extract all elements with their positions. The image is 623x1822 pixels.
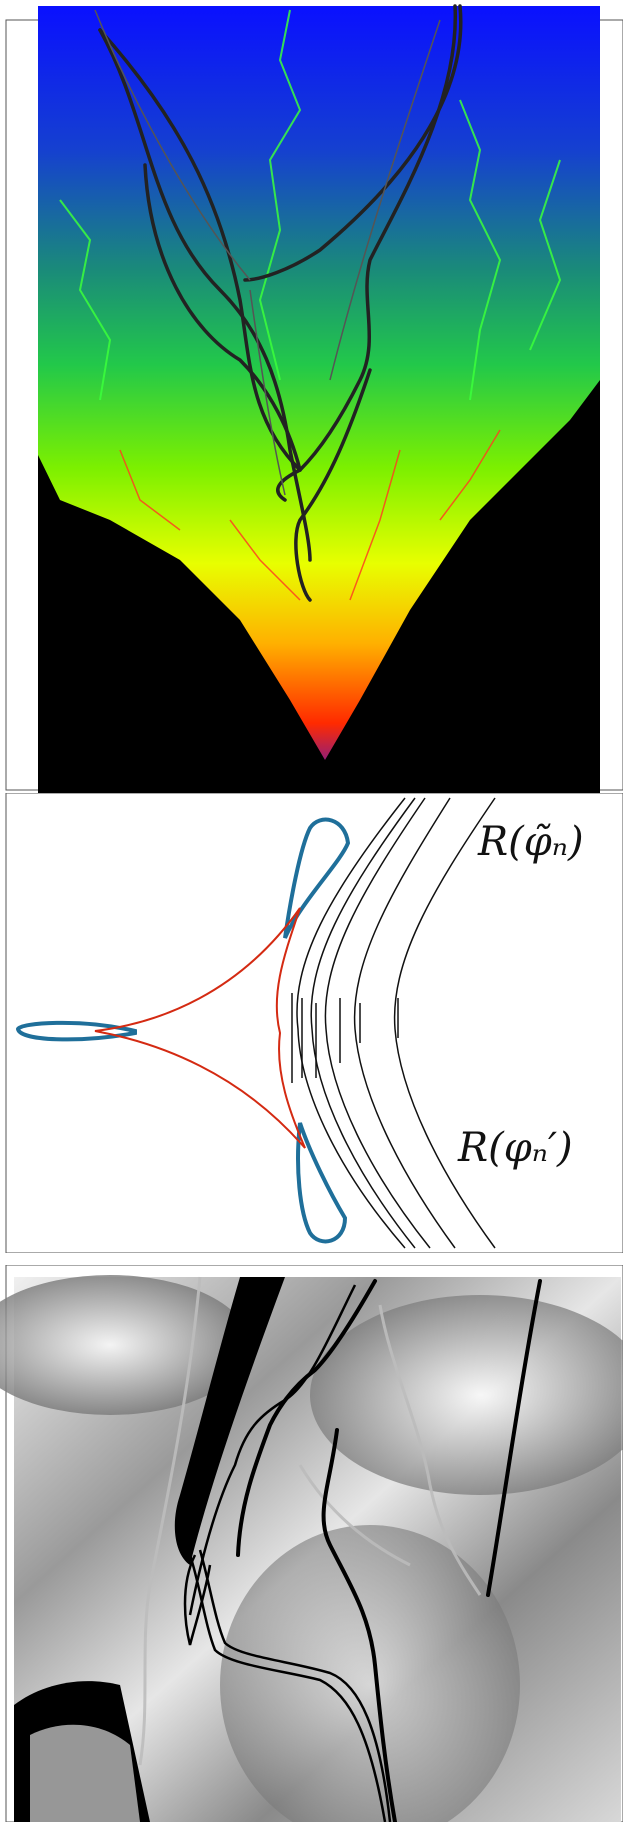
red-hypocycloid xyxy=(94,907,306,1149)
grayscale-filaments xyxy=(138,1276,482,1766)
interior-region xyxy=(38,380,600,793)
fractal-panel xyxy=(0,0,623,793)
black-rays xyxy=(291,797,496,1249)
diagram-panel: R(φ̃ₙ) R(φₙ′) xyxy=(0,793,623,1253)
grayscale-figure xyxy=(0,1265,623,1822)
blue-lobes xyxy=(15,817,351,1244)
ray-diagram: R(φ̃ₙ) R(φₙ′) xyxy=(5,793,623,1253)
grayscale-panel xyxy=(0,1265,623,1822)
grayscale-thin-rays xyxy=(183,1284,392,1822)
panel-frame-2 xyxy=(5,793,623,1253)
black-region-upper xyxy=(174,1277,285,1565)
thin-rays xyxy=(94,9,441,496)
external-rays xyxy=(98,4,463,602)
label-upper-ray: R(φ̃ₙ) xyxy=(477,819,584,865)
fractal-figure xyxy=(5,4,623,793)
label-lower-ray: R(φₙ′) xyxy=(457,1125,573,1171)
fractal-filaments xyxy=(59,9,562,401)
